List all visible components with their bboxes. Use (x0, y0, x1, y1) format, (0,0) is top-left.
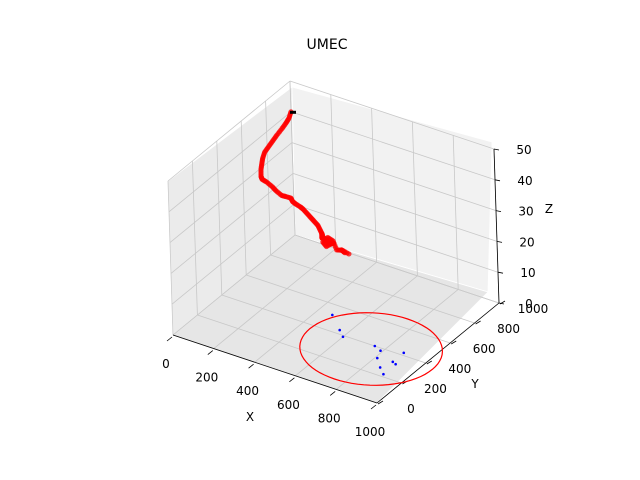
gridline-y-left (192, 160, 198, 316)
z-tick-mark (493, 148, 500, 151)
gridline-z-left (171, 203, 295, 305)
y-tick-mark (426, 360, 433, 365)
y-tick-label: 400 (448, 362, 471, 376)
ground-point (379, 349, 382, 353)
y-tick-mark (475, 320, 481, 325)
gridline-y-floor (221, 294, 426, 364)
gridline-z-left (172, 234, 296, 336)
z-tick-mark (496, 241, 503, 243)
z-tick-label: 20 (519, 235, 534, 249)
axis-lines (172, 148, 500, 404)
ground-point (378, 366, 382, 369)
z-tick-label: 50 (516, 143, 531, 157)
x-axis-label: X (246, 410, 254, 424)
x-tick-label: 1000 (355, 425, 386, 439)
y-tick-mark (377, 400, 384, 405)
z-tick-mark (498, 302, 505, 305)
axis-labels: UMEC X Y Z (246, 37, 553, 424)
z-tick-label: 10 (520, 266, 535, 280)
gridline-z-back (293, 203, 499, 273)
gridline-y-left (216, 140, 223, 296)
y-tick-label: 0 (407, 402, 415, 416)
z-tick-mark (497, 271, 504, 274)
trajectory-point (346, 251, 352, 257)
gridline-z-left (169, 142, 293, 243)
x-tick-label: 800 (318, 411, 341, 425)
gridline-z-left (167, 80, 291, 182)
x-tick-mark (289, 377, 295, 383)
ground-point (382, 372, 385, 376)
ground-point (391, 360, 395, 364)
x-tick-label: 400 (236, 384, 259, 398)
gridline-y-left (167, 180, 174, 336)
z-tick-mark (494, 179, 501, 182)
ground-point (338, 328, 342, 332)
ground-point (331, 313, 334, 317)
x-axis-line (172, 334, 378, 404)
z-tick-label: 0 (525, 297, 533, 311)
y-axis-label: Y (470, 377, 479, 391)
coverage-circle (299, 312, 444, 386)
gridline-x-back (452, 135, 459, 290)
chart-title: UMEC (307, 37, 348, 53)
y-tick-label: 600 (473, 342, 496, 356)
gridline-y-left (265, 100, 271, 256)
gridline-x-back (412, 121, 418, 276)
trajectory-start-marker (290, 110, 296, 114)
y-tick-label: 800 (497, 322, 520, 336)
ground-point (373, 344, 377, 348)
gridline-x-floor (335, 289, 459, 390)
data-series (258, 109, 444, 386)
gridline-x-back (371, 108, 377, 263)
gridline-z-back (291, 142, 497, 211)
gridline-y-left (240, 120, 247, 276)
gridline-z-left (168, 111, 292, 213)
x-tick-mark (329, 391, 336, 396)
x-tick-mark (248, 363, 254, 369)
x-tick-mark (166, 336, 173, 342)
z-axis-label: Z (545, 202, 553, 216)
gridline-z-back (292, 173, 498, 242)
y-axis-line (376, 302, 500, 404)
gridline-y-floor (270, 254, 475, 324)
z-tick-label: 30 (518, 205, 533, 219)
z-tick-mark (495, 210, 502, 212)
ground-point (402, 351, 406, 355)
gridline-z-back (289, 80, 495, 150)
gridline-x-floor (295, 275, 418, 377)
x-tick-mark (370, 404, 377, 410)
ground-point (341, 335, 345, 339)
axis-ticks: 0200400600800100002004006008001000010203… (162, 143, 548, 439)
y-tick-label: 1000 (518, 302, 549, 316)
x-tick-label: 0 (162, 357, 170, 371)
gridline-x-floor (213, 248, 337, 349)
x-tick-label: 600 (277, 398, 300, 412)
gridline-x-floor (254, 261, 377, 363)
gridline-y-left (289, 80, 296, 236)
ground-point (375, 356, 379, 360)
x-tick-mark (207, 350, 214, 355)
z-axis-line (493, 148, 500, 304)
z-tick-label: 40 (517, 174, 532, 188)
gridline-z-back (290, 111, 496, 181)
gridline-x-back (330, 94, 337, 249)
x-tick-label: 200 (195, 371, 218, 385)
ground-point (394, 362, 397, 366)
y-tick-mark (450, 340, 457, 345)
gridline-y-floor (246, 274, 451, 344)
y-tick-label: 200 (424, 382, 447, 396)
